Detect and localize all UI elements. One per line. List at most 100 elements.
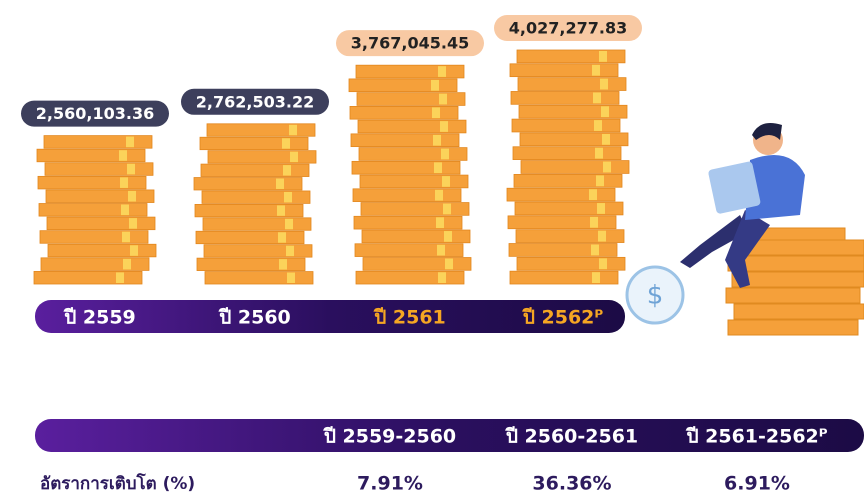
coin: [514, 174, 622, 187]
coin: [513, 147, 621, 160]
coin-shine: [434, 162, 442, 173]
coin-shine: [283, 165, 291, 175]
growth-label: อัตราการเติบโต (%): [40, 473, 195, 494]
coin-shine: [287, 273, 295, 283]
coin: [47, 217, 155, 230]
category-label: ปี 2561: [373, 307, 445, 329]
coin: [507, 188, 615, 201]
coin-stack: [194, 124, 316, 284]
period-label: ปี 2559-2560: [323, 426, 456, 448]
coin-shine: [286, 246, 294, 256]
coin: [202, 191, 310, 203]
coin-stack: [349, 65, 471, 284]
coin-shine: [598, 231, 606, 242]
coin: [519, 105, 627, 118]
coin: [521, 161, 629, 174]
coin-shine: [600, 79, 608, 90]
coin: [207, 124, 315, 136]
coin-shine: [443, 204, 451, 215]
coin: [516, 230, 624, 243]
coin-shine: [437, 245, 445, 256]
coin: [354, 216, 462, 229]
coin: [201, 164, 309, 176]
person-illustration: [680, 123, 864, 335]
coin: [45, 163, 153, 176]
coin: [38, 176, 146, 189]
coin: [34, 271, 142, 284]
coin: [517, 257, 625, 270]
coin: [349, 79, 457, 92]
coin-stack: [34, 136, 156, 284]
period-label: ปี 2560-2561: [505, 426, 638, 448]
coin-shine: [602, 134, 610, 145]
coin-shine: [440, 121, 448, 132]
coin-shine: [122, 232, 130, 243]
coin: [353, 189, 461, 202]
coin-shine: [599, 258, 607, 269]
coin: [46, 190, 154, 203]
coin: [200, 137, 308, 149]
coin-shine: [284, 192, 292, 202]
coin-shine: [130, 245, 138, 256]
coin: [195, 204, 303, 216]
coin-shine: [592, 65, 600, 76]
coin-shine: [596, 175, 604, 186]
coin-shine: [278, 232, 286, 242]
coin-shine: [289, 125, 297, 135]
infographic: $ 2,560,103.36 ปี 2559 2,762,503.22 ปี 2560…: [0, 0, 864, 494]
coin: [196, 231, 304, 243]
coin-shine: [442, 176, 450, 187]
coin-shine: [438, 66, 446, 77]
period-label: ปี 2561-2562ᴾ: [686, 426, 828, 448]
coin-shine: [120, 177, 128, 188]
coin: [361, 203, 469, 216]
growth-value: 6.91%: [724, 473, 790, 495]
coin: [44, 136, 152, 149]
coin-shine: [276, 179, 284, 189]
coin: [197, 258, 305, 270]
category-label: ปี 2560: [218, 307, 290, 329]
coin: [508, 216, 616, 229]
coin-shine: [121, 205, 129, 216]
coin-shine: [445, 259, 453, 270]
coin: [518, 78, 626, 91]
coin-shine: [290, 152, 298, 162]
coin-shine: [597, 203, 605, 214]
coin: [352, 161, 460, 174]
coin-shine: [119, 150, 127, 161]
coin: [362, 230, 470, 243]
coin-shine: [590, 217, 598, 228]
value-label: 2,762,503.22: [196, 92, 314, 111]
coin-shine: [594, 120, 602, 131]
coin: [510, 64, 618, 77]
coin: [517, 50, 625, 63]
coin-shine: [433, 135, 441, 146]
coin-shine: [279, 259, 287, 269]
coin: [194, 178, 302, 190]
coin-shine: [593, 92, 601, 103]
coin: [360, 175, 468, 188]
svg-text:$: $: [647, 281, 664, 311]
coin-shine: [599, 51, 607, 62]
coin-shine: [441, 149, 449, 160]
coin-shine: [123, 259, 131, 270]
category-label: ปี 2559: [63, 307, 135, 329]
coin-shine: [277, 205, 285, 215]
coin-shine: [595, 148, 603, 159]
coin-shine: [129, 218, 137, 229]
coin: [511, 91, 619, 104]
coin-shine: [126, 137, 134, 148]
coin-shine: [444, 231, 452, 242]
coin-shine: [116, 272, 124, 283]
coin: [512, 119, 620, 132]
coin-shine: [436, 217, 444, 228]
coin: [205, 272, 313, 284]
coin-shine: [431, 80, 439, 91]
coin: [356, 65, 464, 78]
coin: [208, 151, 316, 163]
coin-shine: [591, 245, 599, 256]
value-label: 4,027,277.83: [509, 19, 627, 38]
value-label: 2,560,103.36: [36, 104, 154, 123]
coin: [41, 258, 149, 271]
coin: [509, 244, 617, 257]
